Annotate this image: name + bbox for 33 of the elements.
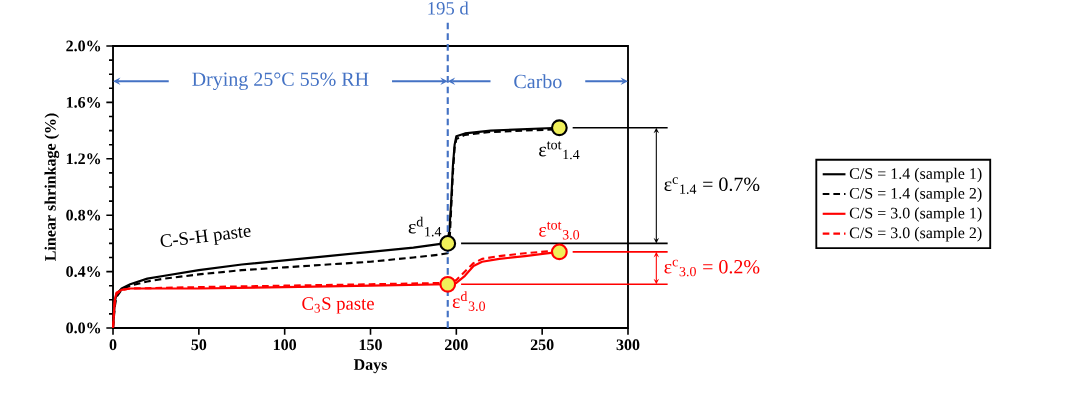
x-axis-title: Days [353,359,387,374]
x-tick-label: 100 [273,339,297,351]
annotation: ε$^{d}$1.4 [408,216,442,237]
annotation: ε$^{d}$3.0 [452,291,486,311]
legend-label: C/S = 3.0 (sample 2) [849,227,982,242]
legend-label: C/S = 1.4 (sample 1) [849,167,982,183]
y-axis-title: Linear shrinkage (%) [44,113,60,261]
legend-label: C/S = 1.4 (sample 2) [849,187,982,202]
annotation: Carbo [514,74,562,89]
y-tick-label: 1.2% [66,153,101,165]
x-tick-label: 300 [616,339,640,351]
y-tick-label: 0.4% [66,266,101,278]
point [439,275,457,293]
text: ε$^{c}$$_{3.0}$ = 0.2% [664,259,760,277]
annotation: Drying 25°C 55% RH [192,72,369,91]
y-tick-label: 0.0% [66,322,101,334]
point [550,119,568,137]
annotation: C$_{3}$S paste [302,297,374,314]
annotation: ε$^{tot}$1.4 [539,141,580,160]
y-tick-label: 2.0% [66,40,101,52]
text: ε$^{c}$$_{1.4}$ = 0.7% [664,177,760,194]
x-tick-label: 250 [530,339,554,351]
annotation: ε$^{tot}$3.0 [539,221,580,240]
y-tick-label: 0.8% [66,209,101,221]
y-tick-label: 1.6% [66,96,101,108]
legend-label: C/S = 3.0 (sample 1) [849,207,982,222]
annotation: C-S-H paste [160,227,251,247]
x-tick-label: 150 [359,339,382,351]
x-tick-label: 200 [445,339,468,351]
x-tick-label: 50 [191,339,207,351]
point [550,243,568,261]
ref-line-label: 195 d [428,1,469,15]
x-tick-label: 0 [109,339,117,351]
